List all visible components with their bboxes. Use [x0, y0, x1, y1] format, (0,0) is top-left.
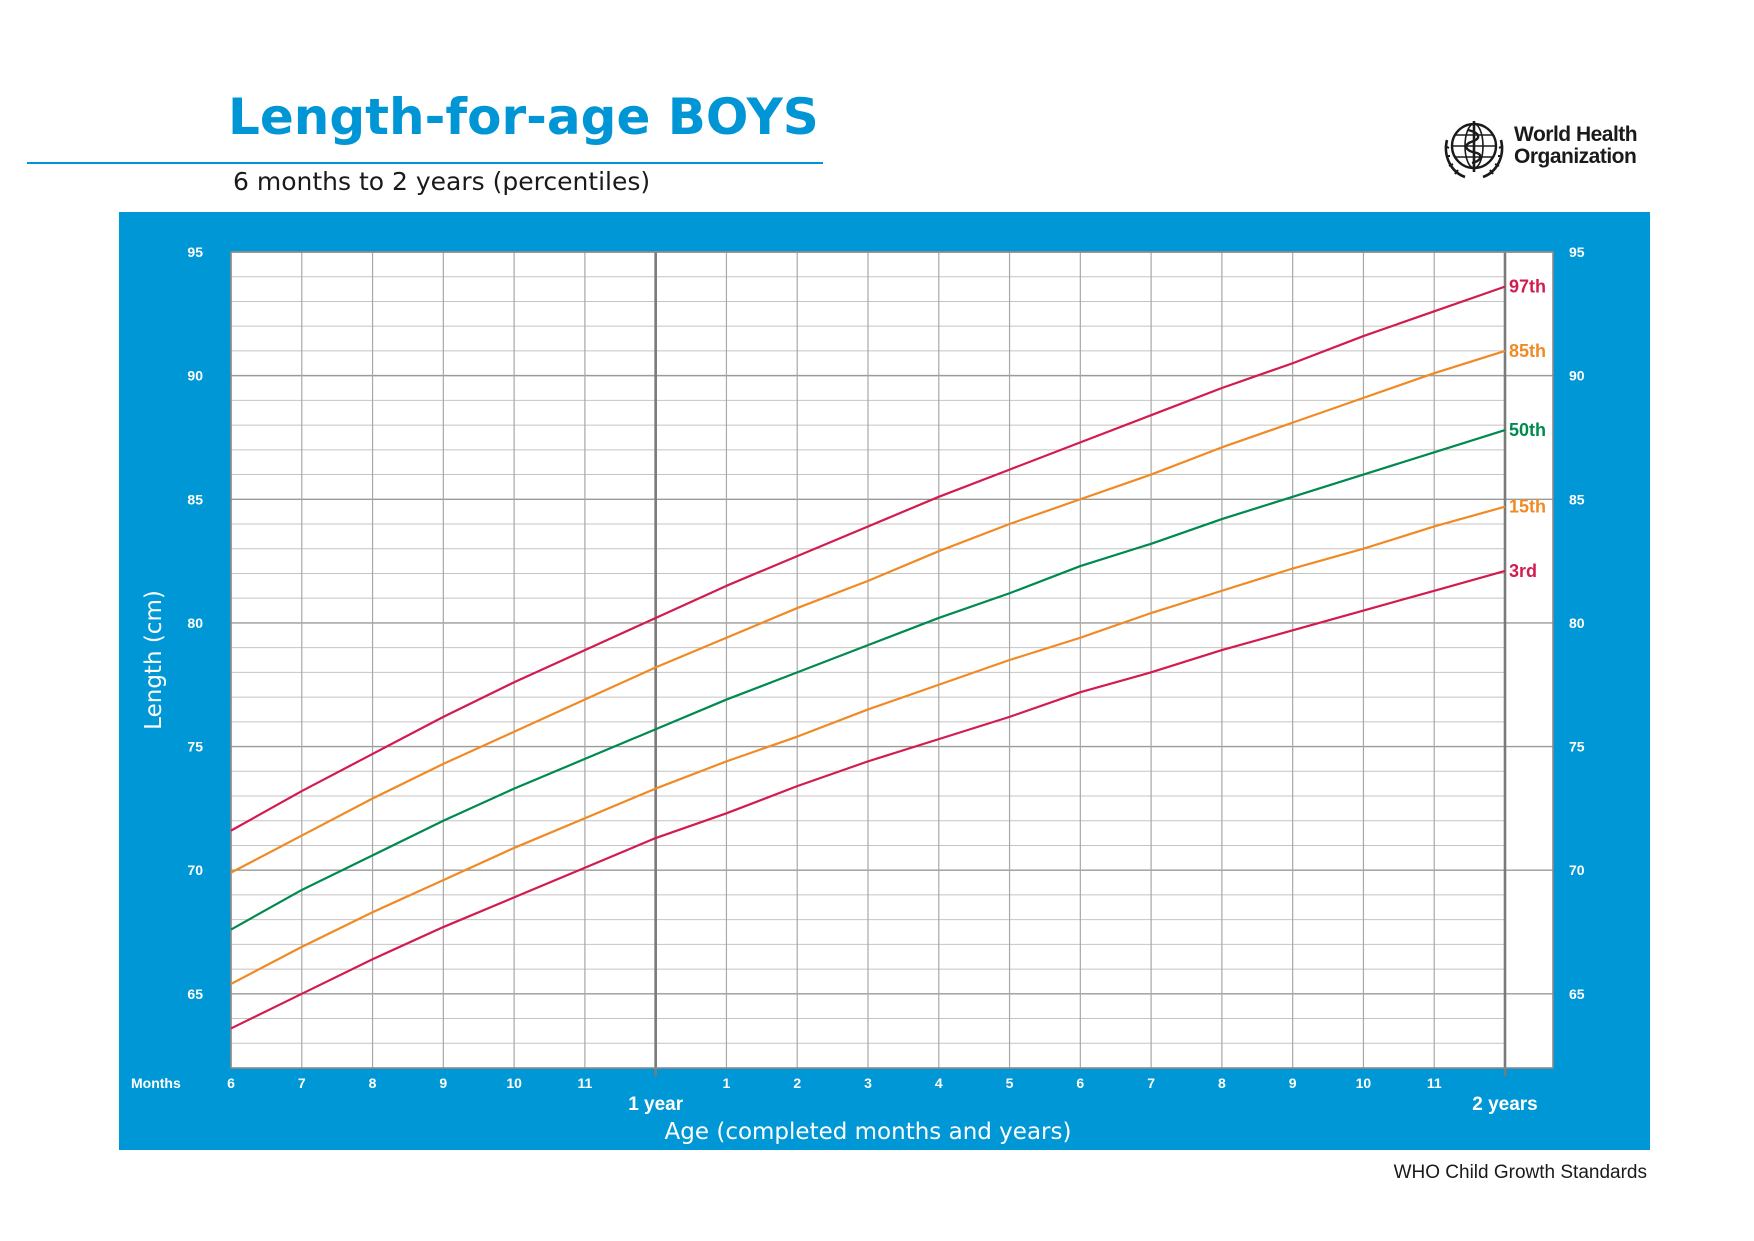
- y-tick-label-right: 80: [1569, 615, 1585, 631]
- percentile-label-3rd: 3rd: [1509, 561, 1537, 581]
- who-logo-text: World Health Organization: [1514, 123, 1638, 168]
- x-tick-label: 3: [864, 1075, 872, 1091]
- title-underline: [27, 162, 823, 164]
- x-tick-label: 8: [1218, 1075, 1226, 1091]
- year-marker-label: 1 year: [628, 1094, 684, 1115]
- x-axis-title: Age (completed months and years): [665, 1119, 1072, 1145]
- y-tick-label-left: 65: [187, 986, 203, 1002]
- x-tick-label: 8: [369, 1075, 377, 1091]
- x-tick-label: 1: [723, 1075, 731, 1091]
- who-emblem-icon: [1444, 121, 1504, 179]
- percentile-label-85th: 85th: [1509, 341, 1546, 361]
- x-tick-label: 10: [1356, 1075, 1372, 1091]
- y-tick-label-right: 70: [1569, 862, 1585, 878]
- x-tick-label: 7: [1147, 1075, 1155, 1091]
- y-axis-title: Length (cm): [141, 590, 167, 730]
- y-tick-label-left: 80: [187, 615, 203, 631]
- x-tick-label: 11: [577, 1075, 592, 1091]
- percentile-curve-85th: [230, 349, 1506, 874]
- y-tick-label-right: 95: [1569, 244, 1585, 260]
- chart-title: Length-for-age BOYS: [228, 88, 819, 146]
- logo-line-1: World Health: [1514, 123, 1638, 146]
- x-tick-label: 9: [1289, 1075, 1297, 1091]
- plot-area: [231, 252, 1553, 1068]
- x-tick-label: 7: [298, 1075, 306, 1091]
- x-unit-label: Months: [131, 1075, 181, 1091]
- x-tick-label: 11: [1427, 1075, 1442, 1091]
- x-tick-label: 6: [1076, 1075, 1084, 1091]
- x-tick-label: 5: [1006, 1075, 1014, 1091]
- percentile-label-97th: 97th: [1509, 277, 1546, 297]
- y-tick-label-left: 90: [187, 368, 203, 384]
- y-tick-label-left: 70: [187, 862, 203, 878]
- x-tick-label: 9: [439, 1075, 447, 1091]
- percentile-curve-3rd: [230, 569, 1506, 1030]
- x-tick-label: 10: [506, 1075, 522, 1091]
- y-tick-label-right: 90: [1569, 368, 1585, 384]
- who-logo: World Health Organization: [1441, 116, 1655, 182]
- y-tick-label-left: 75: [187, 739, 203, 755]
- chart-subtitle: 6 months to 2 years (percentiles): [233, 167, 651, 196]
- plot-border: [230, 251, 1554, 1069]
- footer-source: WHO Child Growth Standards: [1393, 1162, 1647, 1183]
- percentile-curve-15th: [230, 505, 1506, 985]
- y-tick-label-left: 85: [187, 491, 203, 507]
- x-tick-label: 2: [793, 1075, 801, 1091]
- x-tick-label: 4: [935, 1075, 943, 1091]
- year-marker-label: 2 years: [1472, 1094, 1538, 1115]
- percentile-curve-97th: [230, 285, 1506, 832]
- x-tick-label: 6: [227, 1075, 235, 1091]
- percentile-label-50th: 50th: [1509, 420, 1546, 440]
- y-tick-label-right: 85: [1569, 491, 1585, 507]
- y-tick-label-right: 75: [1569, 739, 1585, 755]
- percentile-label-15th: 15th: [1509, 497, 1546, 517]
- chart-panel: 97th 85th 50th 15th 3rd 65 65 70 70 75 75 80 80 85 85…: [119, 212, 1650, 1150]
- y-tick-label-right: 65: [1569, 986, 1585, 1002]
- y-tick-label-left: 95: [187, 244, 203, 260]
- logo-line-2: Organization: [1514, 145, 1637, 168]
- percentile-curve-50th: [230, 428, 1506, 931]
